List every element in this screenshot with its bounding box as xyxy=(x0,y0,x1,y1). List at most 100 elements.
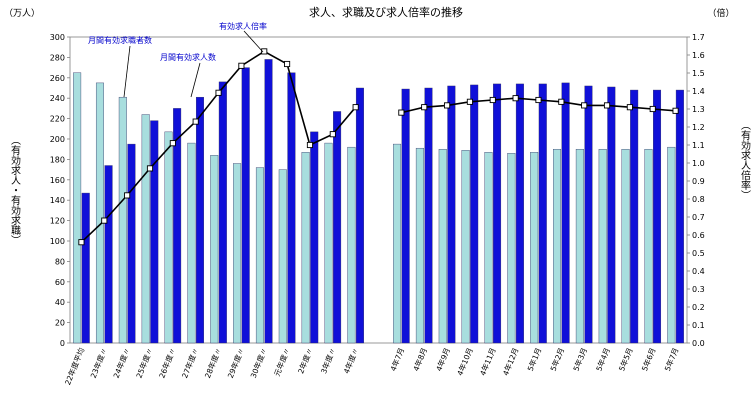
ratio-point xyxy=(672,107,679,114)
category-label: 5年5月 xyxy=(616,346,634,373)
right-tick-label: 0.7 xyxy=(692,213,705,222)
series-annotation: 有効求人倍率 xyxy=(219,21,267,31)
category-label: 4年11月 xyxy=(477,346,497,377)
right-tick-label: 0.4 xyxy=(692,267,705,276)
ratio-point xyxy=(329,131,336,138)
bar-job-openings xyxy=(81,192,90,344)
left-tick-label: 160 xyxy=(50,176,65,185)
category-label: 24年度〃 xyxy=(111,346,132,379)
bar-job-openings xyxy=(150,120,159,344)
bar-job-seekers xyxy=(73,72,82,344)
right-tick-label: 0.5 xyxy=(692,249,705,258)
category-label: 4年9月 xyxy=(433,346,451,373)
left-tick-label: 180 xyxy=(50,155,65,164)
right-tick-label: 1.0 xyxy=(692,159,705,168)
bar-job-seekers xyxy=(187,142,196,344)
right-axis-unit: （倍） xyxy=(707,7,734,19)
right-tick-label: 1.2 xyxy=(692,123,705,132)
category-label: 5年7月 xyxy=(662,346,680,373)
ratio-point xyxy=(581,102,588,109)
ratio-point xyxy=(169,140,176,147)
bar-job-openings xyxy=(607,86,616,344)
right-tick-label: 0.3 xyxy=(692,285,705,294)
ratio-point xyxy=(215,89,222,96)
bar-job-openings xyxy=(218,81,227,344)
bar-job-openings xyxy=(424,87,433,344)
left-tick-label: 200 xyxy=(50,135,65,144)
ratio-point xyxy=(124,192,131,199)
bar-job-openings xyxy=(584,85,593,344)
left-tick-label: 60 xyxy=(55,278,65,287)
category-label: 3年度〃 xyxy=(318,346,337,375)
left-tick-label: 220 xyxy=(50,115,65,124)
right-tick-label: 1.7 xyxy=(692,33,705,42)
category-label: 23年度〃 xyxy=(88,346,109,379)
series-annotation: 月間有効求人数 xyxy=(160,52,216,62)
right-tick-label: 1.1 xyxy=(692,141,705,150)
bar-job-openings xyxy=(355,87,364,344)
left-tick-label: 20 xyxy=(55,319,65,328)
ratio-point xyxy=(101,217,108,224)
bar-job-seekers xyxy=(415,147,424,344)
bar-job-seekers xyxy=(621,148,630,344)
right-axis-label: （有効求人倍率） xyxy=(739,120,751,200)
bar-job-seekers xyxy=(644,148,653,344)
right-tick-label: 0.9 xyxy=(692,177,705,186)
ratio-point xyxy=(466,98,473,105)
left-tick-label: 240 xyxy=(50,94,65,103)
right-tick-label: 1.6 xyxy=(692,51,705,60)
bar-job-openings xyxy=(195,96,204,344)
bar-job-seekers xyxy=(507,153,516,344)
bar-job-seekers xyxy=(233,163,242,344)
ratio-point xyxy=(352,104,359,111)
ratio-point xyxy=(238,62,245,69)
bar-job-seekers xyxy=(438,148,447,344)
bar-job-openings xyxy=(653,89,662,344)
category-label: 27年度〃 xyxy=(179,346,200,379)
bar-job-openings xyxy=(264,59,273,344)
ratio-point xyxy=(649,105,656,113)
left-tick-label: 80 xyxy=(55,257,65,266)
right-tick-label: 1.4 xyxy=(692,87,705,96)
right-tick-label: 0.8 xyxy=(692,195,705,204)
bar-job-openings xyxy=(173,108,182,344)
left-tick-label: 100 xyxy=(50,237,65,246)
bar-job-seekers xyxy=(164,131,173,344)
right-tick-label: 0.2 xyxy=(692,303,705,312)
bar-job-seekers xyxy=(598,148,607,344)
ratio-point xyxy=(398,109,405,116)
left-tick-label: 300 xyxy=(50,33,65,42)
right-tick-label: 0.6 xyxy=(692,231,705,240)
category-label: 30年度〃 xyxy=(248,346,269,379)
bar-job-seekers xyxy=(530,152,539,344)
bar-job-openings xyxy=(538,83,547,344)
left-tick-label: 260 xyxy=(50,74,65,83)
bar-job-seekers xyxy=(95,82,104,344)
ratio-point xyxy=(489,96,496,104)
ratio-point xyxy=(626,104,633,111)
category-label: 2年度〃 xyxy=(295,346,314,375)
bar-job-openings xyxy=(561,82,570,344)
category-label: 29年度〃 xyxy=(225,346,246,379)
bar-job-seekers xyxy=(575,148,584,344)
ratio-point xyxy=(421,104,428,111)
bar-job-seekers xyxy=(484,152,493,344)
category-label: 4年度〃 xyxy=(341,346,360,375)
ratio-point xyxy=(603,102,611,109)
bar-job-openings xyxy=(493,83,502,344)
bar-job-seekers xyxy=(141,114,150,344)
bar-job-openings xyxy=(241,67,250,344)
right-tick-label: 0.0 xyxy=(692,339,705,348)
right-tick-label: 1.5 xyxy=(692,69,705,78)
bar-job-seekers xyxy=(255,167,264,344)
bar-job-openings xyxy=(675,89,684,344)
bar-job-seekers xyxy=(301,152,310,344)
ratio-point xyxy=(558,98,565,105)
bar-job-seekers xyxy=(553,148,562,344)
bar-job-openings xyxy=(287,72,296,344)
category-label: 26年度〃 xyxy=(156,346,177,379)
ratio-point xyxy=(146,165,154,172)
ratio-point xyxy=(192,118,199,125)
